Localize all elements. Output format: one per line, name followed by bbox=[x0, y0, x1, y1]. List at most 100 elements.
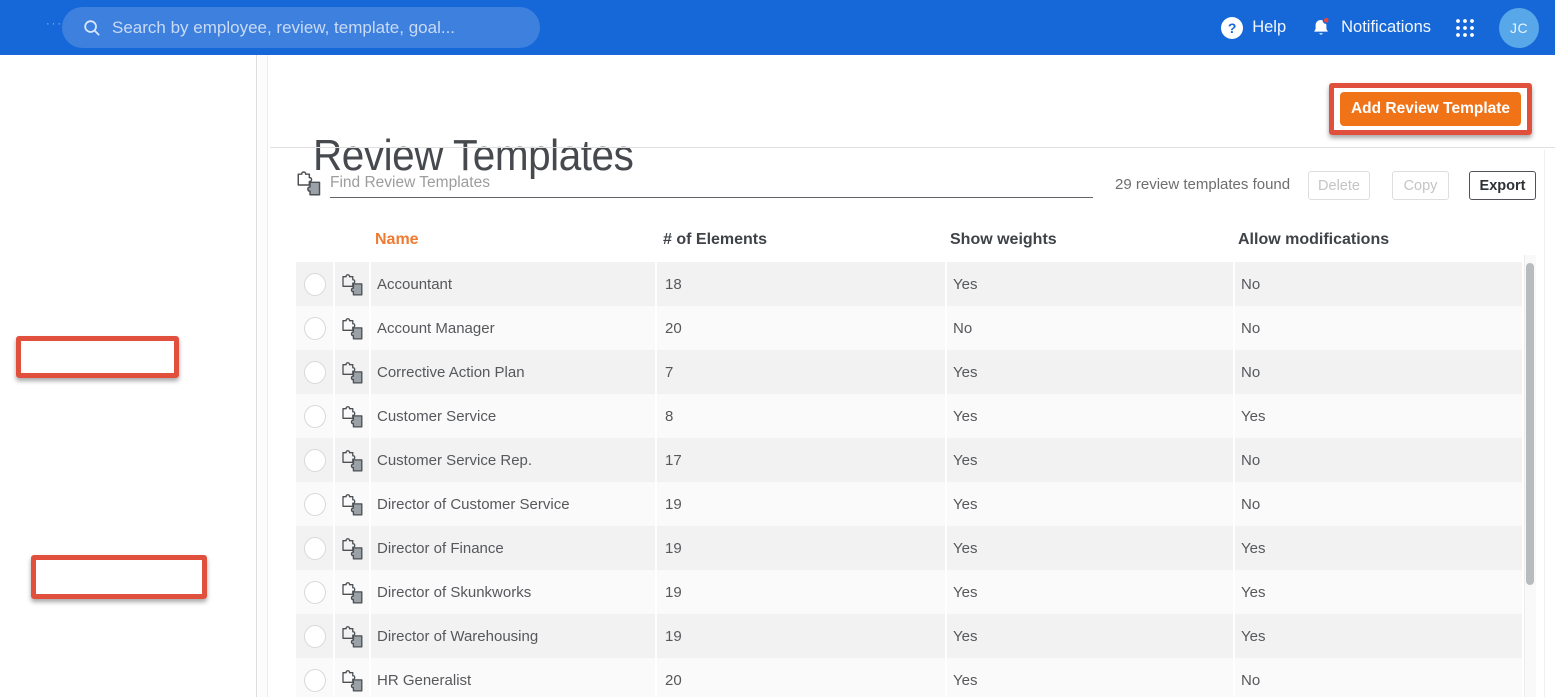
notifications-button[interactable]: Notifications bbox=[1310, 15, 1431, 40]
row-show-weights: No bbox=[945, 306, 1233, 350]
table-row[interactable]: Account Manager 20 No No bbox=[296, 306, 1522, 350]
row-icon-cell bbox=[333, 394, 369, 438]
row-template-name: Corrective Action Plan bbox=[369, 350, 655, 394]
row-template-name: Account Manager bbox=[369, 306, 655, 350]
row-radio-button[interactable] bbox=[303, 316, 326, 340]
template-icon bbox=[341, 625, 362, 648]
row-template-name: Customer Service bbox=[369, 394, 655, 438]
row-icon-cell bbox=[333, 262, 369, 306]
row-show-weights: Yes bbox=[945, 438, 1233, 482]
table-row[interactable]: Customer Service 8 Yes Yes bbox=[296, 394, 1522, 438]
row-elements-count: 8 bbox=[655, 394, 945, 438]
row-template-name: Director of Customer Service bbox=[369, 482, 655, 526]
table-row[interactable]: Director of Skunkworks 19 Yes Yes bbox=[296, 570, 1522, 614]
row-radio-button[interactable] bbox=[303, 448, 326, 472]
user-avatar[interactable]: JC bbox=[1499, 7, 1539, 48]
row-radio-cell bbox=[296, 658, 333, 697]
help-label: Help bbox=[1252, 18, 1287, 36]
row-radio-button[interactable] bbox=[303, 580, 326, 604]
row-radio-cell bbox=[296, 526, 333, 570]
template-icon bbox=[341, 361, 362, 384]
row-elements-count: 19 bbox=[655, 614, 945, 658]
column-header-name[interactable]: Name bbox=[375, 231, 419, 248]
notifications-label: Notifications bbox=[1341, 18, 1431, 36]
row-allow-modifications: No bbox=[1233, 658, 1522, 697]
sidebar-scroll-gutter bbox=[258, 55, 268, 697]
row-elements-count: 20 bbox=[655, 658, 945, 697]
row-icon-cell bbox=[333, 614, 369, 658]
column-header-show-weights[interactable]: Show weights bbox=[950, 231, 1057, 248]
column-header-elements[interactable]: # of Elements bbox=[663, 231, 768, 248]
row-show-weights: Yes bbox=[945, 262, 1233, 306]
row-icon-cell bbox=[333, 306, 369, 350]
row-radio-button[interactable] bbox=[303, 272, 326, 296]
table-row[interactable]: HR Generalist 20 Yes No bbox=[296, 658, 1522, 697]
help-icon: ? bbox=[1221, 16, 1244, 39]
row-elements-count: 18 bbox=[655, 262, 945, 306]
column-header-allow-modifications[interactable]: Allow modifications bbox=[1238, 231, 1390, 248]
global-search[interactable] bbox=[62, 7, 540, 48]
row-template-name: HR Generalist bbox=[369, 658, 655, 697]
row-show-weights: Yes bbox=[945, 350, 1233, 394]
apps-grid-icon[interactable] bbox=[1455, 18, 1475, 38]
row-icon-cell bbox=[333, 350, 369, 394]
export-button[interactable]: Export bbox=[1469, 171, 1536, 200]
row-elements-count: 20 bbox=[655, 306, 945, 350]
row-allow-modifications: Yes bbox=[1233, 394, 1522, 438]
row-radio-button[interactable] bbox=[303, 624, 326, 648]
delete-button[interactable]: Delete bbox=[1308, 171, 1370, 200]
row-radio-button[interactable] bbox=[303, 536, 326, 560]
row-show-weights: Yes bbox=[945, 614, 1233, 658]
row-allow-modifications: Yes bbox=[1233, 614, 1522, 658]
row-radio-cell bbox=[296, 306, 333, 350]
row-template-name: Customer Service Rep. bbox=[369, 438, 655, 482]
logo-dots: ··· bbox=[46, 18, 63, 30]
row-template-name: Director of Skunkworks bbox=[369, 570, 655, 614]
row-allow-modifications: No bbox=[1233, 438, 1522, 482]
find-review-templates-input[interactable] bbox=[330, 168, 1093, 198]
title-divider bbox=[270, 147, 1555, 148]
help-button[interactable]: ? Help bbox=[1221, 16, 1287, 39]
row-radio-cell bbox=[296, 350, 333, 394]
table-row[interactable]: Customer Service Rep. 17 Yes No bbox=[296, 438, 1522, 482]
row-elements-count: 19 bbox=[655, 570, 945, 614]
row-radio-button[interactable] bbox=[303, 360, 326, 384]
table-row[interactable]: Accountant 18 Yes No bbox=[296, 262, 1522, 306]
template-icon bbox=[341, 669, 362, 692]
row-radio-button[interactable] bbox=[303, 492, 326, 516]
bell-icon bbox=[1310, 15, 1332, 40]
row-icon-cell bbox=[333, 658, 369, 697]
row-show-weights: Yes bbox=[945, 482, 1233, 526]
table-row[interactable]: Director of Warehousing 19 Yes Yes bbox=[296, 614, 1522, 658]
row-icon-cell bbox=[333, 570, 369, 614]
template-icon bbox=[341, 537, 362, 560]
row-elements-count: 19 bbox=[655, 526, 945, 570]
copy-button[interactable]: Copy bbox=[1392, 171, 1449, 200]
row-template-name: Director of Finance bbox=[369, 526, 655, 570]
main-content: Review Templates Add Review Template 29 … bbox=[270, 55, 1555, 697]
table-row[interactable]: Director of Finance 19 Yes Yes bbox=[296, 526, 1522, 570]
template-icon bbox=[341, 449, 362, 472]
table-row[interactable]: Corrective Action Plan 7 Yes No bbox=[296, 350, 1522, 394]
row-template-name: Director of Warehousing bbox=[369, 614, 655, 658]
row-show-weights: Yes bbox=[945, 394, 1233, 438]
template-icon bbox=[341, 273, 362, 296]
vertical-scrollbar-thumb[interactable] bbox=[1526, 263, 1534, 585]
row-icon-cell bbox=[333, 526, 369, 570]
row-radio-button[interactable] bbox=[303, 404, 326, 428]
row-elements-count: 17 bbox=[655, 438, 945, 482]
row-radio-button[interactable] bbox=[303, 668, 326, 692]
top-header-bar: ··· ? Help Notificat bbox=[0, 0, 1555, 55]
row-elements-count: 19 bbox=[655, 482, 945, 526]
add-review-template-button[interactable]: Add Review Template bbox=[1340, 92, 1521, 126]
row-radio-cell bbox=[296, 438, 333, 482]
row-radio-cell bbox=[296, 394, 333, 438]
row-allow-modifications: No bbox=[1233, 306, 1522, 350]
table-row[interactable]: Director of Customer Service 19 Yes No bbox=[296, 482, 1522, 526]
template-icon bbox=[341, 493, 362, 516]
sidebar bbox=[0, 55, 257, 697]
global-search-input[interactable] bbox=[112, 17, 512, 38]
row-allow-modifications: No bbox=[1233, 350, 1522, 394]
table-body: Accountant 18 Yes No Account Manager 20 … bbox=[296, 262, 1522, 697]
row-radio-cell bbox=[296, 570, 333, 614]
